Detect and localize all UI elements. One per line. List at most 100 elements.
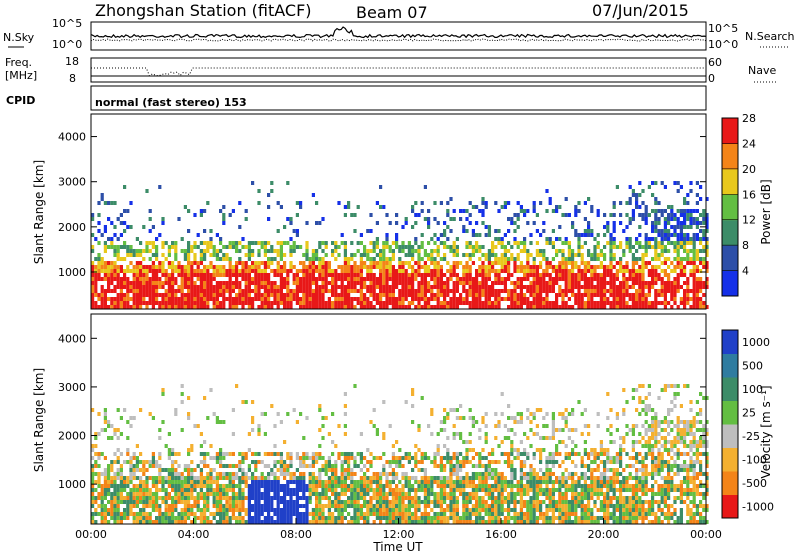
heatmap-cell — [238, 201, 242, 205]
heatmap-cell — [395, 233, 399, 237]
heatmap-cell — [187, 301, 191, 305]
heatmap-cell — [199, 460, 203, 464]
heatmap-cell — [545, 281, 549, 285]
heatmap-cell — [139, 480, 143, 484]
heatmap-cell — [212, 293, 216, 297]
heatmap-cell — [212, 512, 216, 516]
heatmap-cell — [260, 460, 264, 464]
heatmap-cell — [321, 516, 325, 520]
heatmap-cell — [391, 293, 395, 297]
heatmap-cell — [500, 488, 504, 492]
heatmap-cell — [148, 301, 152, 305]
heatmap-cell — [612, 281, 616, 285]
heatmap-cell — [510, 480, 514, 484]
heatmap-cell — [235, 245, 239, 249]
heatmap-cell — [379, 277, 383, 281]
heatmap-cell — [366, 305, 370, 309]
heatmap-cell — [359, 516, 363, 520]
heatmap-cell — [187, 245, 191, 249]
heatmap-cell — [654, 221, 658, 225]
heatmap-cell — [651, 225, 655, 229]
heatmap-cell — [331, 289, 335, 293]
heatmap-cell — [494, 293, 498, 297]
heatmap-cell — [270, 257, 274, 261]
heatmap-cell — [254, 460, 258, 464]
heatmap-cell — [363, 285, 367, 289]
heatmap-cell — [135, 464, 139, 468]
heatmap-cell — [491, 301, 495, 305]
heatmap-cell — [209, 241, 213, 245]
heatmap-cell — [503, 257, 507, 261]
heatmap-cell — [174, 472, 178, 476]
heatmap-cell — [286, 456, 290, 460]
heatmap-cell — [628, 305, 632, 309]
heatmap-cell — [455, 516, 459, 520]
heatmap-cell — [446, 456, 450, 460]
heatmap-cell — [481, 500, 485, 504]
heatmap-cell — [615, 245, 619, 249]
heatmap-cell — [135, 273, 139, 277]
heatmap-cell — [625, 277, 629, 281]
heatmap-cell — [660, 253, 664, 257]
heatmap-cell — [414, 221, 418, 225]
heatmap-cell — [417, 269, 421, 273]
heatmap-cell — [212, 468, 216, 472]
heatmap-cell — [609, 237, 613, 241]
heatmap-cell — [180, 480, 184, 484]
heatmap-cell — [174, 492, 178, 496]
heatmap-cell — [647, 241, 651, 245]
heatmap-cell — [686, 233, 690, 237]
heatmap-cell — [638, 245, 642, 249]
heatmap-cell — [423, 269, 427, 273]
heatmap-cell — [612, 285, 616, 289]
heatmap-cell — [459, 484, 463, 488]
heatmap-cell — [267, 241, 271, 245]
heatmap-cell — [212, 245, 216, 249]
heatmap-cell — [475, 205, 479, 209]
heatmap-cell — [311, 456, 315, 460]
heatmap-cell — [135, 512, 139, 516]
heatmap-cell — [619, 285, 623, 289]
heatmap-cell — [609, 305, 613, 309]
heatmap-cell — [295, 496, 299, 500]
heatmap-cell — [308, 520, 312, 524]
heatmap-cell — [503, 436, 507, 440]
heatmap-cell — [295, 289, 299, 293]
heatmap-cell — [622, 249, 626, 253]
heatmap-cell — [587, 261, 591, 265]
heatmap-cell — [327, 281, 331, 285]
heatmap-cell — [238, 261, 242, 265]
heatmap-cell — [510, 273, 514, 277]
heatmap-cell — [158, 185, 162, 189]
heatmap-cell — [516, 217, 520, 221]
heatmap-cell — [103, 508, 107, 512]
heatmap-cell — [359, 281, 363, 285]
heatmap-cell — [155, 488, 159, 492]
heatmap-cell — [471, 416, 475, 420]
heatmap-cell — [398, 301, 402, 305]
heatmap-cell — [689, 237, 693, 241]
heatmap-cell — [263, 484, 267, 488]
heatmap-cell — [327, 289, 331, 293]
heatmap-cell — [382, 436, 386, 440]
heatmap-cell — [302, 516, 306, 520]
heatmap-cell — [702, 301, 706, 305]
heatmap-cell — [391, 468, 395, 472]
heatmap-cell — [596, 273, 600, 277]
heatmap-cell — [481, 245, 485, 249]
heatmap-cell — [535, 305, 539, 309]
heatmap-cell — [551, 301, 555, 305]
heatmap-cell — [334, 472, 338, 476]
heatmap-cell — [199, 432, 203, 436]
heatmap-cell — [97, 253, 101, 257]
heatmap-cell — [151, 289, 155, 293]
heatmap-cell — [292, 277, 296, 281]
heatmap-cell — [139, 277, 143, 281]
heatmap-cell — [187, 496, 191, 500]
heatmap-cell — [503, 265, 507, 269]
heatmap-cell — [193, 269, 197, 273]
heatmap-cell — [379, 484, 383, 488]
heatmap-cell — [267, 265, 271, 269]
heatmap-cell — [190, 488, 194, 492]
heatmap-cell — [647, 245, 651, 249]
